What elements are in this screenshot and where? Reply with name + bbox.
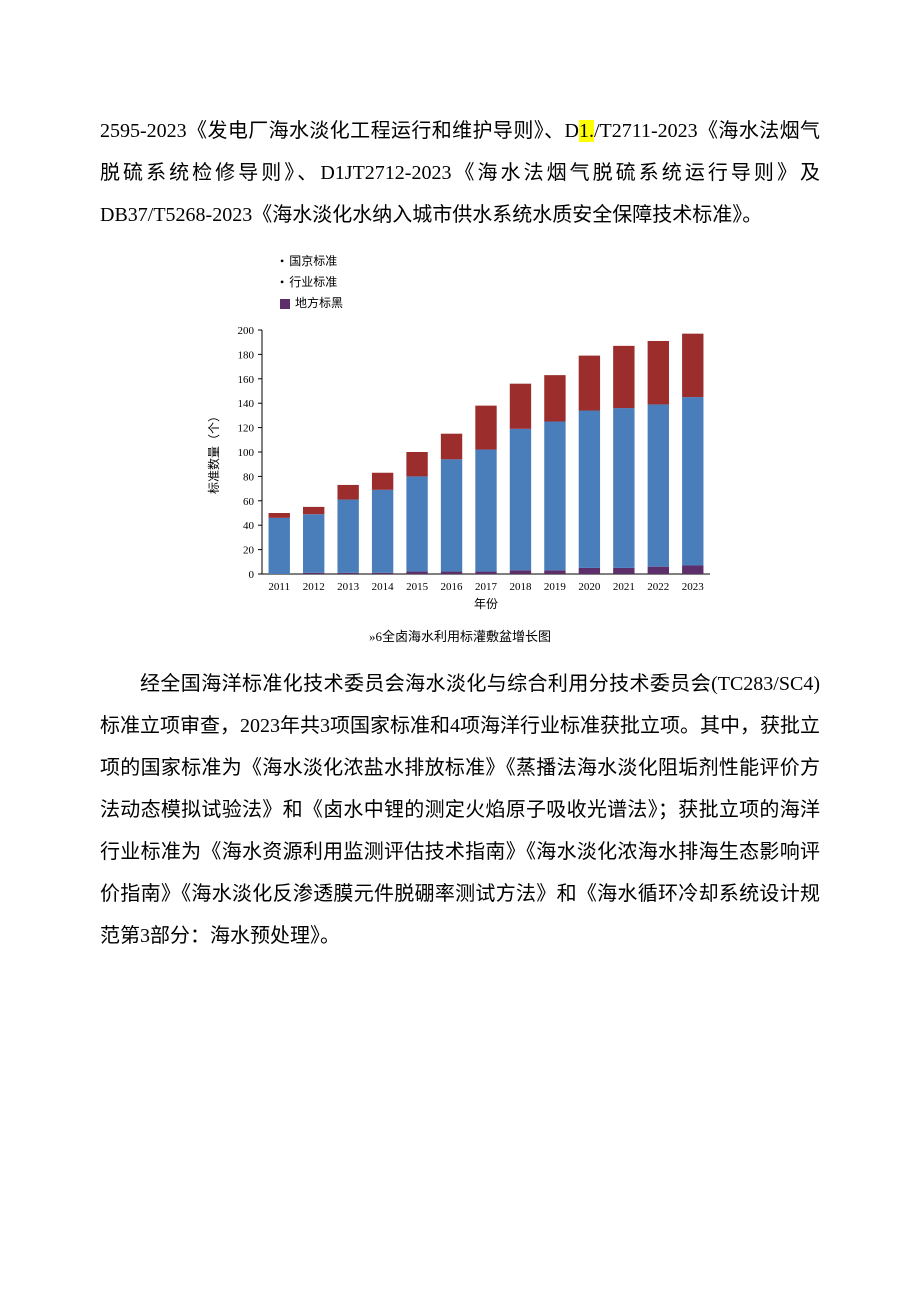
- paragraph-1: 2595-2023《发电厂海水淡化工程运行和维护导则》、D1./T2711-20…: [100, 110, 820, 236]
- bar-industry: [682, 397, 703, 565]
- bar-local: [337, 572, 358, 573]
- legend-bullet-industry: •: [280, 273, 284, 292]
- svg-text:年份: 年份: [474, 597, 498, 611]
- bar-industry: [337, 499, 358, 572]
- svg-text:100: 100: [238, 447, 255, 459]
- bar-industry: [544, 421, 565, 570]
- svg-text:200: 200: [238, 325, 255, 337]
- svg-text:2011: 2011: [268, 581, 290, 593]
- bar-local: [682, 565, 703, 574]
- bar-industry: [648, 404, 669, 566]
- bar-local: [441, 571, 462, 573]
- legend-row-national: • 国京标准: [280, 252, 720, 271]
- legend-row-industry: • 行业标准: [280, 273, 720, 292]
- bar-national: [406, 452, 427, 476]
- svg-text:2019: 2019: [544, 581, 567, 593]
- bar-national: [613, 345, 634, 407]
- bar-industry: [510, 428, 531, 570]
- svg-text:2014: 2014: [372, 581, 395, 593]
- svg-text:2021: 2021: [613, 581, 635, 593]
- svg-text:2022: 2022: [647, 581, 669, 593]
- bar-local: [544, 570, 565, 574]
- bar-national: [441, 433, 462, 459]
- chart-legend: • 国京标准 • 行业标准 地方标黑: [280, 252, 720, 314]
- legend-swatch-local: [280, 299, 290, 309]
- bar-local: [475, 571, 496, 573]
- bar-industry: [613, 408, 634, 568]
- svg-text:2015: 2015: [406, 581, 429, 593]
- legend-bullet-national: •: [280, 252, 284, 271]
- svg-text:2017: 2017: [475, 581, 498, 593]
- bar-national: [544, 375, 565, 421]
- chart-caption: »6全卤海水利用标灌敷盆增长图: [200, 626, 720, 645]
- legend-label-industry: 行业标准: [289, 273, 337, 292]
- bar-industry: [372, 489, 393, 572]
- svg-text:40: 40: [243, 520, 255, 532]
- bar-national: [475, 405, 496, 449]
- bar-national: [579, 355, 600, 410]
- bar-local: [372, 572, 393, 573]
- stacked-bar-chart: 0 20 40 60 80 100 120 140 160 180 200 2011 2012 2013 2…: [200, 320, 720, 620]
- svg-text:20: 20: [243, 544, 255, 556]
- bar-national: [337, 485, 358, 500]
- bar-industry: [579, 410, 600, 567]
- bar-national: [648, 341, 669, 404]
- bar-local: [579, 567, 600, 573]
- bar-local: [613, 567, 634, 573]
- bar-local: [510, 570, 531, 574]
- bar-local: [406, 571, 427, 573]
- svg-text:120: 120: [238, 422, 255, 434]
- svg-text:2012: 2012: [303, 581, 325, 593]
- bar-industry: [475, 449, 496, 571]
- svg-text:2016: 2016: [441, 581, 464, 593]
- svg-text:60: 60: [243, 495, 255, 507]
- legend-row-local: 地方标黑: [280, 294, 720, 313]
- svg-text:80: 80: [243, 471, 255, 483]
- svg-text:2013: 2013: [337, 581, 360, 593]
- bar-industry: [406, 476, 427, 571]
- bar-local: [648, 566, 669, 573]
- svg-text:140: 140: [238, 398, 255, 410]
- svg-text:标准数量（个）: 标准数量（个）: [206, 410, 221, 494]
- paragraph-2: 经全国海洋标准化技术委员会海水淡化与综合利用分技术委员会(TC283/SC4)标…: [100, 663, 820, 957]
- bar-industry: [303, 514, 324, 573]
- bar-national: [682, 333, 703, 396]
- svg-text:0: 0: [249, 569, 255, 581]
- bar-national: [372, 472, 393, 489]
- svg-text:2018: 2018: [509, 581, 531, 593]
- svg-text:2020: 2020: [578, 581, 601, 593]
- bar-industry: [269, 517, 290, 573]
- legend-label-national: 国京标准: [289, 252, 337, 271]
- svg-text:2023: 2023: [682, 581, 705, 593]
- bar-national: [510, 383, 531, 428]
- bar-industry: [441, 459, 462, 571]
- legend-label-local: 地方标黑: [295, 294, 343, 313]
- bar-local: [303, 572, 324, 573]
- para1-highlight: 1.: [579, 120, 594, 142]
- bar-national: [303, 506, 324, 513]
- svg-text:180: 180: [238, 349, 255, 361]
- bar-national: [269, 513, 290, 518]
- para1-seg-a: 2595-2023《发电厂海水淡化工程运行和维护导则》、D: [100, 120, 579, 142]
- chart-figure: • 国京标准 • 行业标准 地方标黑 0 20 40 60 80 100 120 140 160…: [200, 252, 720, 645]
- svg-text:160: 160: [238, 373, 255, 385]
